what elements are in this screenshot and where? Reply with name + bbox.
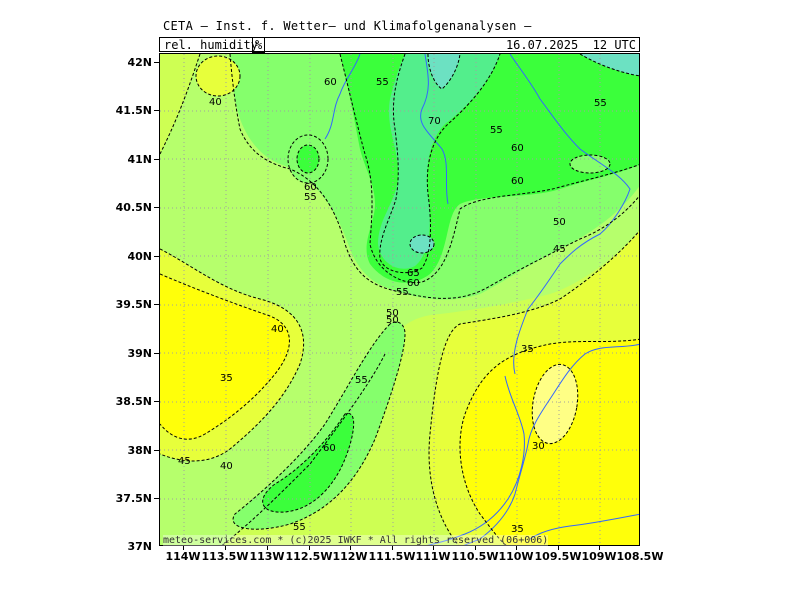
graticule <box>160 54 639 545</box>
fill-60-south <box>262 413 354 513</box>
lat-tick-label: 40N <box>127 250 152 263</box>
lat-tick-label: 38N <box>127 444 152 457</box>
tick-mark <box>154 401 159 402</box>
contour-label: 60 <box>324 77 337 88</box>
tick-mark <box>154 353 159 354</box>
contour-label: 55 <box>293 522 306 533</box>
tick-mark <box>154 304 159 305</box>
river-north-2 <box>420 54 449 205</box>
contour-label: 55 <box>396 287 409 298</box>
contour-label: 40 <box>220 461 233 472</box>
contour-label: 60 <box>323 443 336 454</box>
lon-tick-label: 110W <box>498 550 534 563</box>
copyright-notice: meteo-services.com * (c)2025 IWKF * All … <box>163 535 549 546</box>
tick-mark <box>309 546 310 550</box>
lon-tick-label: 113.5W <box>201 550 249 563</box>
lat-tick-label: 41.5N <box>115 104 152 117</box>
lon-tick-label: 114W <box>165 550 201 563</box>
fill-70 <box>428 54 460 89</box>
contour-label: 55 <box>594 98 607 109</box>
humidity-map-svg: .cl{fill:none;stroke:#000;stroke-width:1… <box>160 54 639 545</box>
chart-title: CETA — Inst. f. Wetter— und Klimafolgena… <box>163 19 532 33</box>
tick-mark <box>154 159 159 160</box>
parameter-name: rel._humidity <box>164 38 258 52</box>
tick-mark <box>433 546 434 550</box>
tick-mark <box>599 546 600 550</box>
contour-label: 60 <box>407 278 420 289</box>
lon-tick-label: 113W <box>249 550 285 563</box>
contour-label: 50 <box>553 217 566 228</box>
contour-label: 45 <box>178 456 191 467</box>
tick-mark <box>350 546 351 550</box>
tick-mark <box>154 62 159 63</box>
tick-mark <box>225 546 226 550</box>
fill-65 <box>378 54 500 269</box>
contour-label: 50 <box>386 308 399 319</box>
tick-mark <box>558 546 559 550</box>
tick-mark <box>154 207 159 208</box>
tick-mark <box>154 256 159 257</box>
lat-tick-label: 41N <box>127 153 152 166</box>
river-northeast <box>509 54 631 375</box>
tick-mark <box>267 546 268 550</box>
fill-30-se <box>532 364 578 444</box>
lat-tick-label: 37.5N <box>115 492 152 505</box>
rivers <box>324 54 639 545</box>
tick-mark <box>475 546 476 550</box>
contour-label: 55 <box>490 125 503 136</box>
contour-label: 40 <box>271 324 284 335</box>
contour-label: 35 <box>521 344 534 355</box>
fill-70-center <box>410 235 434 253</box>
lon-tick-label: 112.5W <box>285 550 333 563</box>
lon-tick-label: 111W <box>415 550 451 563</box>
tick-mark <box>183 546 184 550</box>
lat-tick-label: 37N <box>127 540 152 553</box>
tick-mark <box>154 498 159 499</box>
contours <box>160 54 639 545</box>
lat-tick-label: 40.5N <box>115 201 152 214</box>
contour-label: 55 <box>355 375 368 386</box>
lon-tick-label: 112W <box>332 550 368 563</box>
fill-70-se <box>580 54 639 76</box>
lon-tick-label: 110.5W <box>451 550 499 563</box>
river-southeast <box>529 513 639 540</box>
tick-mark <box>516 546 517 550</box>
lat-tick-label: 38.5N <box>115 395 152 408</box>
fill-55-south <box>233 322 405 530</box>
lat-tick-label: 39.5N <box>115 298 152 311</box>
lon-tick-label: 109.5W <box>534 550 582 563</box>
contour-label: 30 <box>532 441 545 452</box>
parameter-bar: rel._humidity % 16.07.2025 12 UTC <box>159 37 640 53</box>
contour-label: 60 <box>511 176 524 187</box>
tick-mark <box>154 450 159 451</box>
humidity-map: .cl{fill:none;stroke:#000;stroke-width:1… <box>159 53 640 546</box>
valid-time: 16.07.2025 12 UTC <box>505 38 636 52</box>
tick-mark <box>392 546 393 550</box>
contour-label: 50 <box>386 315 399 326</box>
contour-label: 35 <box>511 524 524 535</box>
contour-label: 55 <box>376 77 389 88</box>
lon-tick-label: 111.5W <box>368 550 416 563</box>
tick-mark <box>154 110 159 111</box>
contour-label: 40 <box>209 97 222 108</box>
river-green <box>463 343 639 545</box>
contour-labels: 60 55 40 70 55 60 60 55 60 55 50 45 65 6… <box>178 77 607 535</box>
lat-tick-label: 39N <box>127 347 152 360</box>
fill-40-nw <box>196 56 240 96</box>
fill-35-southwest <box>160 274 290 440</box>
contour-label: 70 <box>428 116 441 127</box>
contour-label: 60 <box>511 143 524 154</box>
contour-label: 65 <box>407 268 420 279</box>
contour-label: 60 <box>304 182 317 193</box>
river-north-1 <box>324 54 361 140</box>
contour-label: 35 <box>220 373 233 384</box>
lat-tick-label: 42N <box>127 56 152 69</box>
lon-tick-label: 108.5W <box>616 550 664 563</box>
lon-tick-label: 109W <box>581 550 617 563</box>
contour-label: 55 <box>304 192 317 203</box>
unit-badge: % <box>252 37 266 53</box>
contour-label: 45 <box>553 244 566 255</box>
